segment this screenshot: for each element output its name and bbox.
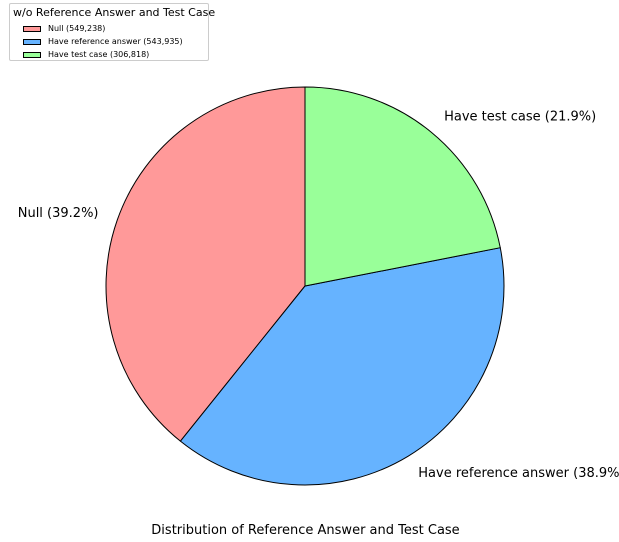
legend-item-reference-answer: Have reference answer (543,935): [23, 36, 183, 47]
legend-label-reference-answer: Have reference answer (543,935): [48, 37, 183, 46]
legend-label-test-case: Have test case (306,818): [48, 50, 150, 59]
legend-swatch-null: [23, 25, 41, 32]
legend-swatch-test-case: [23, 51, 41, 58]
pie-slice-test-case: [304, 86, 501, 287]
legend-item-test-case: Have test case (306,818): [23, 49, 149, 60]
legend-title: w/o Reference Answer and Test Case: [13, 6, 216, 19]
pie-slice-reference-answer: [179, 247, 505, 486]
chart-legend: w/o Reference Answer and Test Case Null …: [9, 3, 215, 61]
slice-label-test-case: Have test case (21.9%): [444, 109, 596, 124]
slice-label-reference-answer: Have reference answer (38.9%): [418, 466, 619, 481]
legend-swatch-reference-answer: [23, 38, 41, 45]
slice-label-null: Null (39.2%): [18, 206, 99, 221]
legend-label-null: Null (549,238): [48, 24, 106, 33]
chart-xlabel: Distribution of Reference Answer and Tes…: [151, 523, 460, 538]
legend-item-null: Null (549,238): [23, 23, 105, 34]
pie-slice-null: [105, 86, 306, 442]
